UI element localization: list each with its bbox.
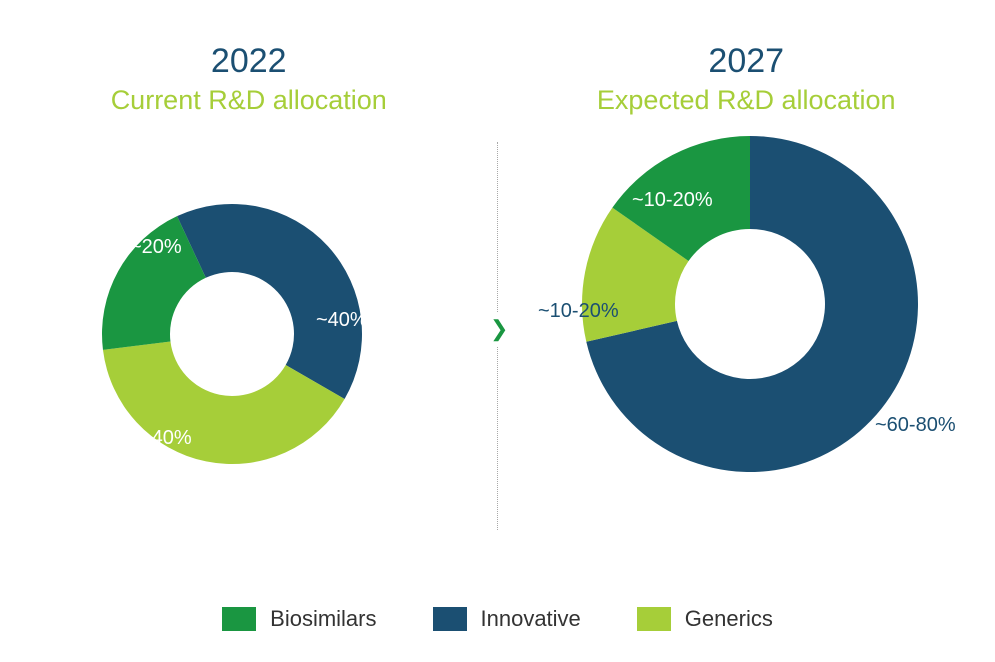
right-subtitle: Expected R&D allocation bbox=[498, 85, 995, 116]
left-year: 2022 bbox=[0, 42, 498, 81]
charts-row: ❯ ~40% ~40% ~20% ~60-80% ~10-20% ~10-20% bbox=[0, 144, 995, 574]
slice-label-biosimilars: ~10-20% bbox=[632, 189, 713, 212]
legend-label-innovative: Innovative bbox=[481, 606, 581, 632]
right-year: 2027 bbox=[498, 42, 995, 81]
slice-label-generics: ~40% bbox=[140, 427, 192, 450]
slice-innovative bbox=[177, 204, 362, 399]
legend-item-biosimilars: Biosimilars bbox=[222, 606, 376, 632]
slice-label-innovative: ~60-80% bbox=[875, 414, 956, 437]
legend-label-biosimilars: Biosimilars bbox=[270, 606, 376, 632]
right-title-block: 2027 Expected R&D allocation bbox=[498, 42, 995, 116]
donut-chart-2022: ~40% ~40% ~20% bbox=[0, 144, 470, 544]
donut-chart-2027: ~60-80% ~10-20% ~10-20% bbox=[520, 114, 995, 554]
donut-svg bbox=[520, 114, 995, 554]
legend-swatch-biosimilars bbox=[222, 607, 256, 631]
legend: Biosimilars Innovative Generics bbox=[0, 606, 995, 632]
donut-svg bbox=[0, 144, 470, 544]
left-title-block: 2022 Current R&D allocation bbox=[0, 42, 498, 116]
slice-label-innovative: ~40% bbox=[316, 309, 368, 332]
titles-row: 2022 Current R&D allocation 2027 Expecte… bbox=[0, 0, 995, 116]
legend-swatch-generics bbox=[637, 607, 671, 631]
slice-label-generics: ~10-20% bbox=[538, 300, 619, 323]
arrow-icon: ❯ bbox=[490, 312, 508, 346]
left-subtitle: Current R&D allocation bbox=[0, 85, 498, 116]
legend-item-innovative: Innovative bbox=[433, 606, 581, 632]
legend-swatch-innovative bbox=[433, 607, 467, 631]
legend-label-generics: Generics bbox=[685, 606, 773, 632]
chart-container: 2022 Current R&D allocation 2027 Expecte… bbox=[0, 0, 995, 662]
slice-label-biosimilars: ~20% bbox=[130, 236, 182, 259]
legend-item-generics: Generics bbox=[637, 606, 773, 632]
